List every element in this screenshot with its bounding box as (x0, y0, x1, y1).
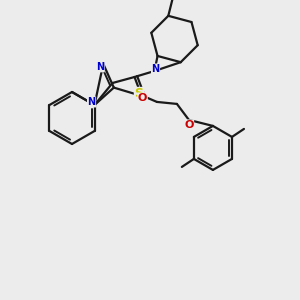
Text: N: N (88, 97, 96, 107)
Text: N: N (96, 62, 104, 72)
Text: S: S (134, 87, 143, 101)
Text: N: N (152, 64, 160, 74)
Text: O: O (138, 93, 147, 103)
Text: O: O (184, 120, 194, 130)
